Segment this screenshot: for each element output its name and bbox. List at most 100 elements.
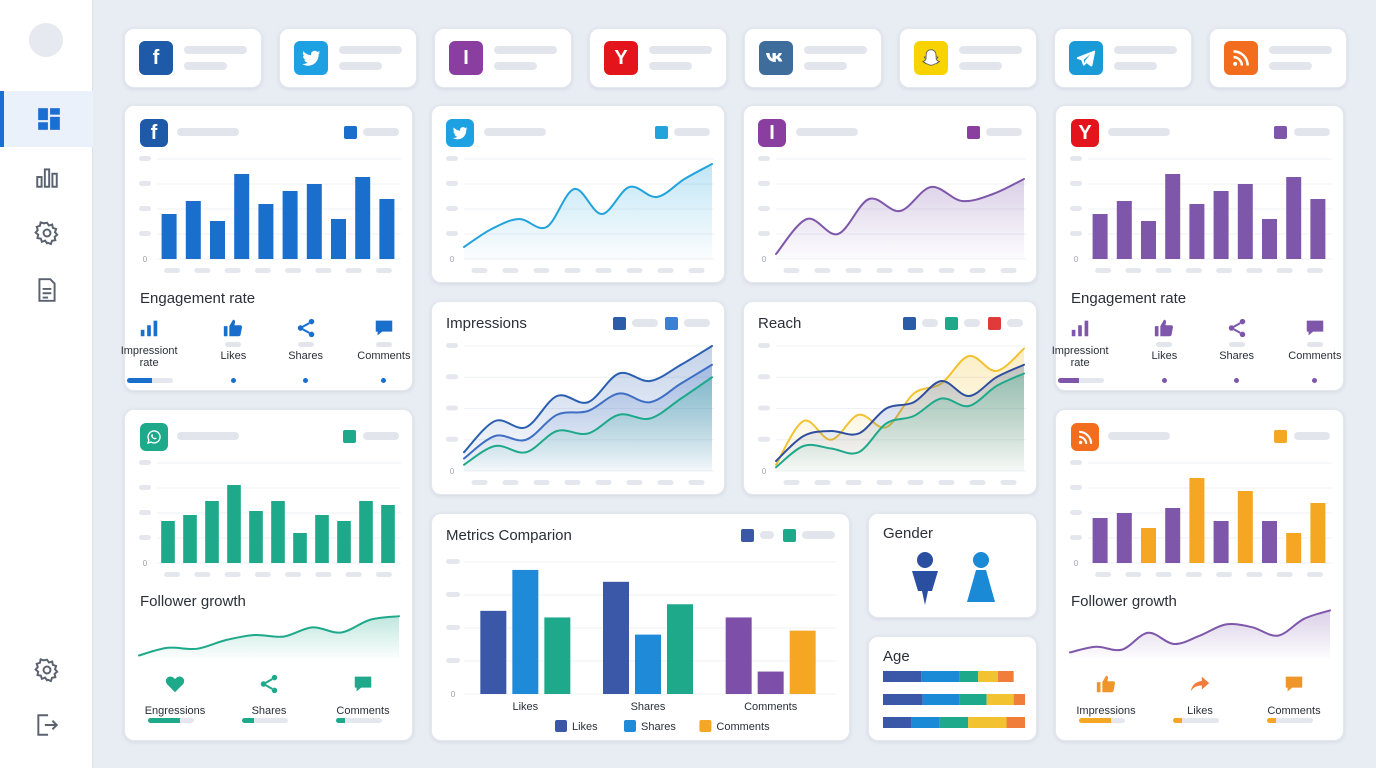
rss-logo-icon [1224,41,1258,75]
x-tick-placeholder [254,572,271,577]
network-card-yelp[interactable]: Y [589,28,727,88]
metric-shares[interactable]: Shares [266,316,346,362]
tick-placeholder [139,206,151,211]
sidebar-item-preferences[interactable] [0,642,93,698]
tick-placeholder [446,405,458,411]
x-tick-placeholder [564,480,581,485]
sidebar-item-settings[interactable] [0,205,93,261]
bar [249,511,263,563]
bar-chart-icon [1071,320,1089,337]
bar [1116,201,1132,259]
age-segment [883,671,922,682]
network-card-twitter[interactable] [279,28,417,88]
x-tick-placeholder [907,480,924,485]
yelp-logo-icon: Y [1071,119,1099,147]
bar [1165,508,1181,563]
sidebar-item-reports[interactable] [0,262,93,318]
bar [1092,214,1108,259]
network-card-facebook[interactable]: f [124,28,262,88]
tick-placeholder [446,206,458,211]
metric-impressiont[interactable]: Impressiont rate [1040,316,1120,369]
metric-impressions[interactable]: Impressions [1061,672,1151,717]
metric-label: Likes [1151,350,1178,362]
bar [1165,174,1181,259]
x-tick-placeholder [783,480,800,485]
metrics-comparison-bar-chart: 0 Likes Shares Comments Likes Shares Comments [446,559,836,733]
thumbs-up-icon [1096,675,1116,693]
metric-comments[interactable]: Comments [344,316,424,362]
x-tick-placeholder [1095,268,1112,273]
sidebar-item-logout[interactable] [0,697,93,753]
twitter-logo-icon [294,41,328,75]
tick-placeholder [1070,231,1082,236]
whatsapp-follower-card: 0 Follower growth Engressions Shares Com… [124,409,413,741]
y-zero-label: 0 [762,255,767,264]
snapchat-logo-icon [914,41,948,75]
metric-comments[interactable]: Comments [1249,672,1339,717]
yelp-logo-icon: Y [604,41,638,75]
bar [512,569,539,694]
x-tick-placeholder [533,268,550,273]
twitter-growth-card: 0 [431,105,725,283]
metrics-comparison-card: Metrics Comparion 0 Likes Shares Comments Li… [431,513,850,741]
bar [1237,491,1253,563]
x-tick-placeholder [194,572,211,577]
metric-label: Impressiont rate [120,345,178,369]
bar [1261,219,1278,259]
network-card-snapchat[interactable] [899,28,1037,88]
impressions-line-chart: 0 [446,343,714,485]
legend-label: Shares [641,721,676,733]
metric-impressiont[interactable]: Impressiont rate [109,316,189,369]
series-line [463,345,713,454]
bar [205,501,219,563]
x-tick-placeholder [938,480,955,485]
bar [1286,177,1302,259]
network-card-telegram[interactable] [1054,28,1192,88]
sidebar-item-analytics[interactable] [0,149,93,205]
x-tick-placeholder [969,268,986,273]
metric-likes[interactable]: Likes [193,316,273,362]
tick-placeholder [1070,156,1082,161]
x-tick-placeholder [1155,572,1172,577]
male-icon [912,552,938,605]
age-segment [986,694,1014,705]
x-tick-placeholder [657,268,674,273]
telegram-logo-icon [1069,41,1103,75]
bar [1116,513,1132,563]
whatsapp-logo-icon [140,423,168,451]
metric-comments[interactable]: Comments [318,672,408,717]
metric-shares[interactable]: Shares [1197,316,1277,362]
x-tick-placeholder [502,268,519,273]
tick-placeholder [139,485,151,490]
progress-bar [1267,718,1313,723]
x-tick-placeholder [657,480,674,485]
x-tick-placeholder [254,268,271,273]
share-icon [1228,318,1245,338]
progress-bar [1058,378,1105,383]
metric-engressions[interactable]: Engressions [130,672,220,717]
metric-label: Comments [336,705,390,717]
legend-swatch [1274,126,1287,139]
progress-dot [381,378,387,383]
metric-comments[interactable]: Comments [1275,316,1355,362]
tick-placeholder [446,181,458,186]
legend-swatch [624,720,636,732]
x-tick-placeholder [315,572,332,577]
network-card-instagram[interactable]: I [434,28,572,88]
x-tick-placeholder [1125,268,1142,273]
bar [757,671,784,694]
sidebar-item-dashboard[interactable] [0,91,93,147]
avatar[interactable] [29,23,63,57]
gender-card: Gender [868,513,1037,618]
network-card-vk[interactable] [744,28,882,88]
comment-icon [1306,320,1324,336]
metric-likes[interactable]: Likes [1155,672,1245,717]
metric-shares[interactable]: Shares [224,672,314,717]
bar [161,214,177,259]
network-card-rss[interactable] [1209,28,1347,88]
metric-likes[interactable]: Likes [1124,316,1204,362]
bar [330,219,347,259]
progress-dot [1161,378,1167,383]
x-tick-placeholder [164,268,181,273]
age-segment [883,717,912,728]
